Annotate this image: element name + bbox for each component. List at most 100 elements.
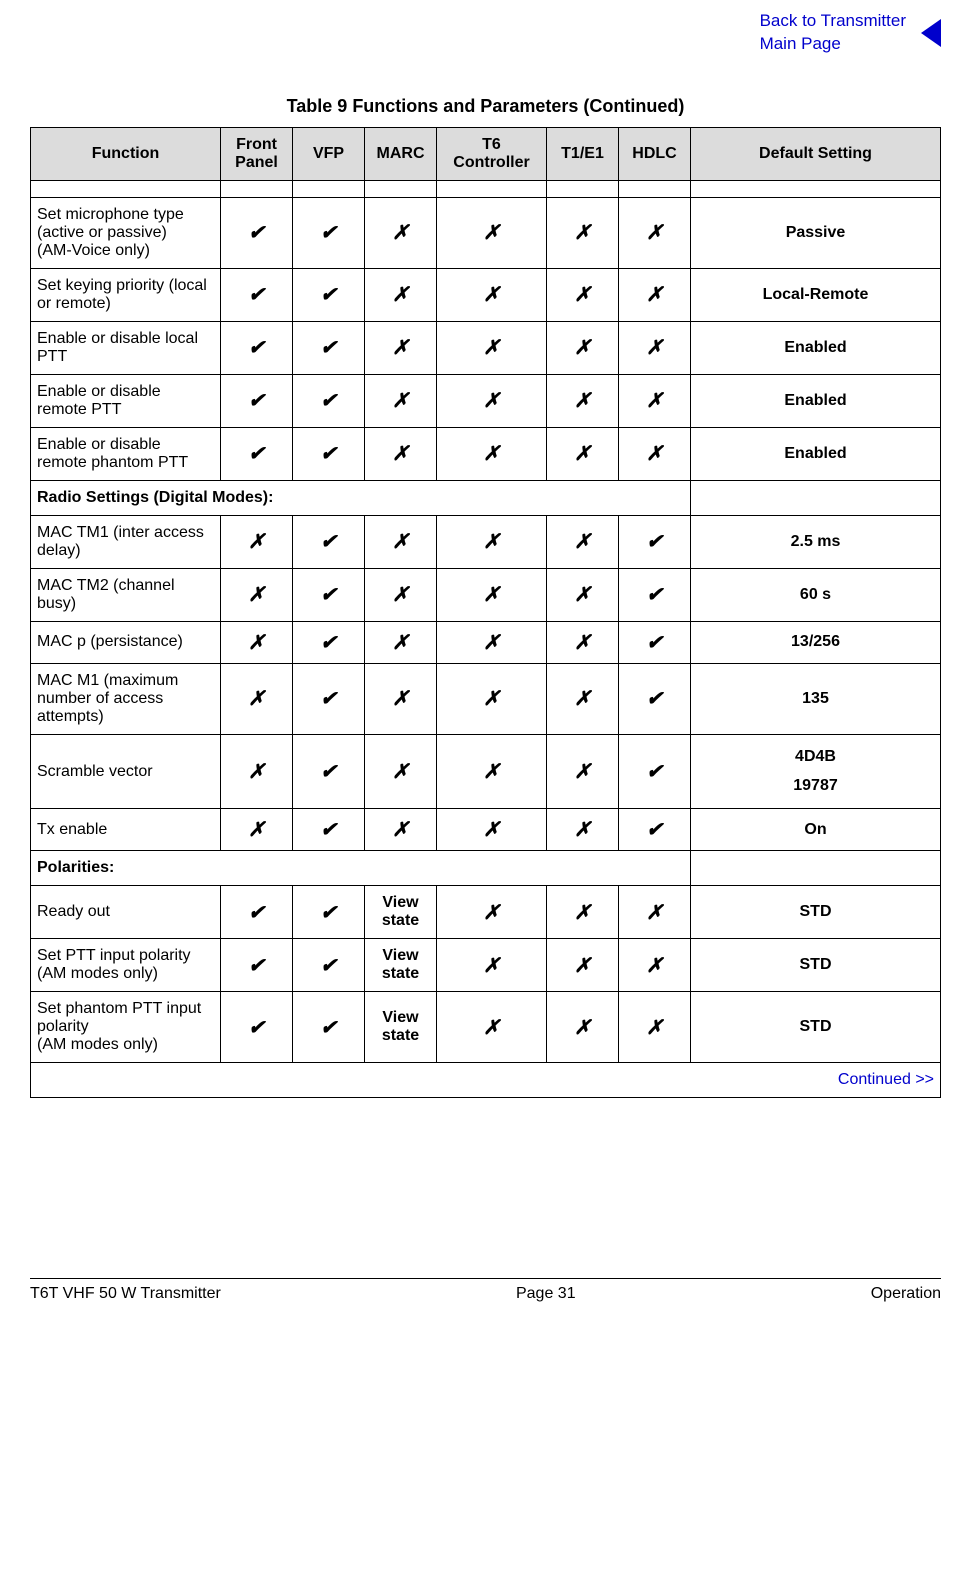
th-front-panel: Front Panel [221,127,293,180]
footer-center: Page 31 [516,1285,576,1303]
function-cell: Ready out [31,886,221,939]
function-cell: MAC M1 (maximum number of access attempt… [31,663,221,734]
function-cell: Enable or disable local PTT [31,321,221,374]
continued-row: Continued >> [31,1063,941,1098]
default-cell: 13/256 [691,621,941,663]
cross-icon: ✗ [547,886,619,939]
th-function: Function [31,127,221,180]
check-icon: ✔ [221,197,293,268]
cross-icon: ✗ [437,621,547,663]
function-cell: Tx enable [31,809,221,851]
default-cell: Enabled [691,321,941,374]
back-link-line2: Main Page [760,34,841,53]
cross-icon: ✗ [365,268,437,321]
cross-icon: ✗ [547,321,619,374]
table-row: Enable or disable local PTT✔✔✗✗✗✗Enabled [31,321,941,374]
cross-icon: ✗ [365,515,437,568]
th-t1e1: T1/E1 [547,127,619,180]
section-label: Polarities: [31,851,691,886]
default-cell: 2.5 ms [691,515,941,568]
cross-icon: ✗ [547,734,619,809]
table-row: Set PTT input polarity(AM modes only)✔✔V… [31,939,941,992]
cross-icon: ✗ [547,663,619,734]
check-icon: ✔ [293,515,365,568]
back-arrow-icon[interactable] [921,19,941,47]
cross-icon: ✗ [221,515,293,568]
default-cell: STD [691,939,941,992]
top-nav: Back to Transmitter Main Page [30,10,941,56]
cross-icon: ✗ [619,939,691,992]
table-row: Set keying priority (local or remote)✔✔✗… [31,268,941,321]
table-row: MAC p (persistance)✗✔✗✗✗✔13/256 [31,621,941,663]
function-cell: Set microphone type(active or passive)(A… [31,197,221,268]
cross-icon: ✗ [547,568,619,621]
check-icon: ✔ [293,734,365,809]
text-cell: View state [365,992,437,1063]
table-row: Enable or disable remote PTT✔✔✗✗✗✗Enable… [31,374,941,427]
check-icon: ✔ [619,734,691,809]
table-row: Set microphone type(active or passive)(A… [31,197,941,268]
check-icon: ✔ [293,374,365,427]
section-label: Radio Settings (Digital Modes): [31,480,691,515]
cross-icon: ✗ [221,621,293,663]
check-icon: ✔ [619,568,691,621]
section-empty [691,480,941,515]
th-vfp: VFP [293,127,365,180]
cross-icon: ✗ [437,886,547,939]
default-cell: STD [691,992,941,1063]
table-row: Set phantom PTT input polarity(AM modes … [31,992,941,1063]
cross-icon: ✗ [619,886,691,939]
cross-icon: ✗ [365,663,437,734]
check-icon: ✔ [293,939,365,992]
check-icon: ✔ [293,268,365,321]
check-icon: ✔ [619,515,691,568]
cross-icon: ✗ [619,268,691,321]
th-marc: MARC [365,127,437,180]
default-cell: 135 [691,663,941,734]
cross-icon: ✗ [437,427,547,480]
cross-icon: ✗ [547,809,619,851]
check-icon: ✔ [619,809,691,851]
cross-icon: ✗ [365,321,437,374]
function-cell: Enable or disable remote phantom PTT [31,427,221,480]
cross-icon: ✗ [221,663,293,734]
cross-icon: ✗ [437,268,547,321]
header-row: Function Front Panel VFP MARC T6 Control… [31,127,941,180]
cross-icon: ✗ [221,568,293,621]
check-icon: ✔ [293,663,365,734]
check-icon: ✔ [221,374,293,427]
cross-icon: ✗ [221,809,293,851]
check-icon: ✔ [221,268,293,321]
back-link[interactable]: Back to Transmitter Main Page [760,10,906,56]
cross-icon: ✗ [365,197,437,268]
check-icon: ✔ [221,427,293,480]
back-link-line1: Back to Transmitter [760,11,906,30]
table-row: MAC TM2 (channel busy)✗✔✗✗✗✔60 s [31,568,941,621]
check-icon: ✔ [293,321,365,374]
default-cell: 60 s [691,568,941,621]
table-row: Scramble vector✗✔✗✗✗✔4D4B19787 [31,734,941,809]
check-icon: ✔ [221,886,293,939]
header-spacer [31,180,941,197]
default-cell: Local-Remote [691,268,941,321]
cross-icon: ✗ [437,992,547,1063]
cross-icon: ✗ [365,734,437,809]
cross-icon: ✗ [365,374,437,427]
function-cell: Enable or disable remote PTT [31,374,221,427]
cross-icon: ✗ [547,621,619,663]
continued-link[interactable]: Continued >> [31,1063,941,1098]
default-cell: Passive [691,197,941,268]
table-caption: Table 9 Functions and Parameters (Contin… [30,96,941,117]
cross-icon: ✗ [437,734,547,809]
default-cell: STD [691,886,941,939]
th-hdlc: HDLC [619,127,691,180]
default-cell: Enabled [691,374,941,427]
footer-left: T6T VHF 50 W Transmitter [30,1285,221,1303]
check-icon: ✔ [293,621,365,663]
default-cell: On [691,809,941,851]
check-icon: ✔ [293,886,365,939]
table-row: MAC TM1 (inter access delay)✗✔✗✗✗✔2.5 ms [31,515,941,568]
th-default: Default Setting [691,127,941,180]
table-body: Set microphone type(active or passive)(A… [31,197,941,1098]
cross-icon: ✗ [619,197,691,268]
